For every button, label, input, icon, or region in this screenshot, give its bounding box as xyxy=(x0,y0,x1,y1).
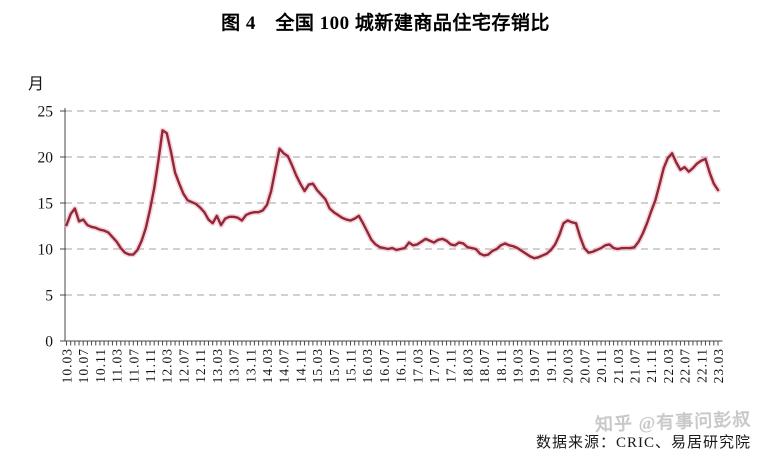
x-tick-label: 10.11 xyxy=(93,348,108,383)
x-tick-label: 12.11 xyxy=(193,348,208,383)
x-tick-label: 11.11 xyxy=(143,348,158,382)
x-tick-label: 16.07 xyxy=(377,348,392,383)
x-tick-label: 15.03 xyxy=(310,348,325,383)
source-note: 数据来源：CRIC、易居研究院 xyxy=(535,435,751,451)
x-tick-label: 19.03 xyxy=(511,348,526,383)
x-tick-label: 16.11 xyxy=(394,348,409,383)
x-tick-label: 14.11 xyxy=(293,348,308,383)
y-tick-labels: 0 5 10 15 20 25 xyxy=(38,104,54,351)
x-tick-label: 10.03 xyxy=(60,348,75,383)
x-tick-label: 13.11 xyxy=(243,348,258,383)
x-tick-label: 21.07 xyxy=(627,348,642,383)
x-tick-label: 21.11 xyxy=(644,348,659,383)
x-tick-label: 17.07 xyxy=(427,348,442,383)
x-tick-label: 15.07 xyxy=(327,348,342,383)
y-axis-unit-label: 月 xyxy=(28,76,45,93)
y-tick-label: 15 xyxy=(38,196,54,213)
x-tick-label: 20.11 xyxy=(594,348,609,383)
x-tick-label: 14.03 xyxy=(260,348,275,383)
x-tick-label: 18.11 xyxy=(494,348,509,383)
x-tick-label: 23.03 xyxy=(711,348,726,383)
y-tick-label: 5 xyxy=(45,288,53,305)
x-tick-label: 13.03 xyxy=(210,348,225,383)
x-tick-label: 21.03 xyxy=(611,348,626,383)
x-tick-label: 10.07 xyxy=(76,348,91,383)
x-tick-label: 20.03 xyxy=(561,348,576,383)
x-tick-label: 18.03 xyxy=(460,348,475,383)
series-line xyxy=(65,129,720,260)
x-tick-label: 17.03 xyxy=(410,348,425,383)
x-tick-label: 11.07 xyxy=(126,348,141,383)
x-tick-label: 12.03 xyxy=(160,348,175,383)
x-tick-label: 19.11 xyxy=(544,348,559,383)
y-tick-label: 25 xyxy=(38,104,54,121)
x-tick-label: 16.03 xyxy=(360,348,375,383)
x-tick-label: 18.07 xyxy=(477,348,492,383)
series-line-halo xyxy=(63,127,721,261)
y-tick-label: 20 xyxy=(38,150,54,167)
x-tick-label: 13.07 xyxy=(227,348,242,383)
x-tick-label: 14.07 xyxy=(277,348,292,383)
x-tick-label: 15.11 xyxy=(343,348,358,383)
y-tick-label: 0 xyxy=(45,334,53,351)
x-tick-label: 22.07 xyxy=(678,348,693,383)
x-tick-labels: 10.03 10.07 10.11 11.03 11.07 11.11 12.03 12.07… xyxy=(60,348,727,383)
x-tick-label: 17.11 xyxy=(444,348,459,383)
x-tick-label: 19.07 xyxy=(527,348,542,383)
chart-title: 图 4 全国 100 城新建商品住宅存销比 xyxy=(221,13,550,34)
x-tick-label: 22.11 xyxy=(694,348,709,383)
x-tick-label: 22.03 xyxy=(661,348,676,383)
x-tick-label: 20.07 xyxy=(577,348,592,383)
axes xyxy=(60,108,723,346)
y-tick-label: 10 xyxy=(38,242,54,259)
x-tick-label: 11.03 xyxy=(110,348,125,383)
x-tick-label: 12.07 xyxy=(176,348,191,383)
data-line xyxy=(63,127,721,261)
